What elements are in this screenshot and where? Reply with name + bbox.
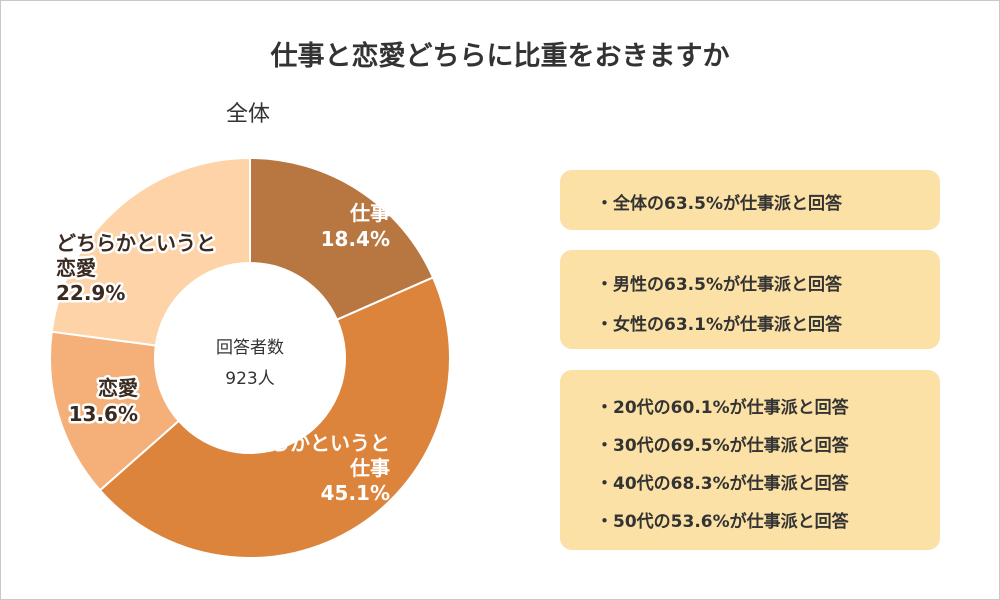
donut-slices — [49, 156, 451, 559]
slice-rather-love — [50, 156, 251, 347]
summary-line: ・50代の53.6%が仕事派と回答 — [596, 512, 849, 532]
label-rather-love: どちらかというと恋愛 22.9% — [56, 231, 216, 305]
label-rather-work: どちらかというと仕事 45.1% — [230, 431, 390, 505]
slice-rather-work — [98, 276, 451, 559]
label-rather-love-line: どちらかというと — [56, 231, 216, 255]
label-rather-work-line: 45.1% — [321, 481, 390, 505]
label-love: 恋愛 13.6% — [69, 376, 138, 426]
slice-labels: 仕事 18.4%どちらかというと仕事 45.1%恋愛 13.6%どちらかというと恋愛 2… — [54, 201, 391, 505]
label-work-line: 仕事 — [349, 201, 390, 225]
summary-line: ・20代の60.1%が仕事派と回答 — [596, 398, 849, 418]
label-rather-love-line: 恋愛 — [56, 256, 96, 280]
label-work: 仕事 18.4% — [321, 201, 390, 251]
chart-subtitle: 全体 — [226, 102, 271, 127]
summary-line: ・女性の63.1%が仕事派と回答 — [596, 315, 842, 335]
label-rather-work-line: 仕事 — [349, 456, 390, 480]
summary-line: ・男性の63.5%が仕事派と回答 — [596, 275, 842, 295]
summary-line: ・30代の69.5%が仕事派と回答 — [596, 436, 849, 456]
center-label-count: 923人 — [225, 369, 274, 389]
summary-line: ・全体の63.5%が仕事派と回答 — [596, 194, 842, 214]
summary-box-age: ・20代の60.1%が仕事派と回答 ・30代の69.5%が仕事派と回答 ・40代… — [560, 370, 940, 550]
summary-line: ・40代の68.3%が仕事派と回答 — [596, 474, 849, 494]
center-label-respondents: 回答者数 — [216, 338, 284, 358]
label-rather-love-line: 22.9% — [56, 281, 125, 305]
label-love-line: 恋愛 — [98, 376, 138, 400]
slice-work — [249, 156, 435, 322]
chart-title: 仕事と恋愛どちらに比重をおきますか — [270, 41, 730, 72]
label-love-line: 13.6% — [69, 402, 138, 426]
label-rather-work-line: どちらかというと — [230, 431, 390, 455]
label-work-line: 18.4% — [321, 227, 390, 251]
summary-box-overall: ・全体の63.5%が仕事派と回答 — [560, 170, 940, 230]
summary-box-gender: ・男性の63.5%が仕事派と回答 ・女性の63.1%が仕事派と回答 — [560, 250, 940, 349]
slice-love — [49, 330, 181, 492]
